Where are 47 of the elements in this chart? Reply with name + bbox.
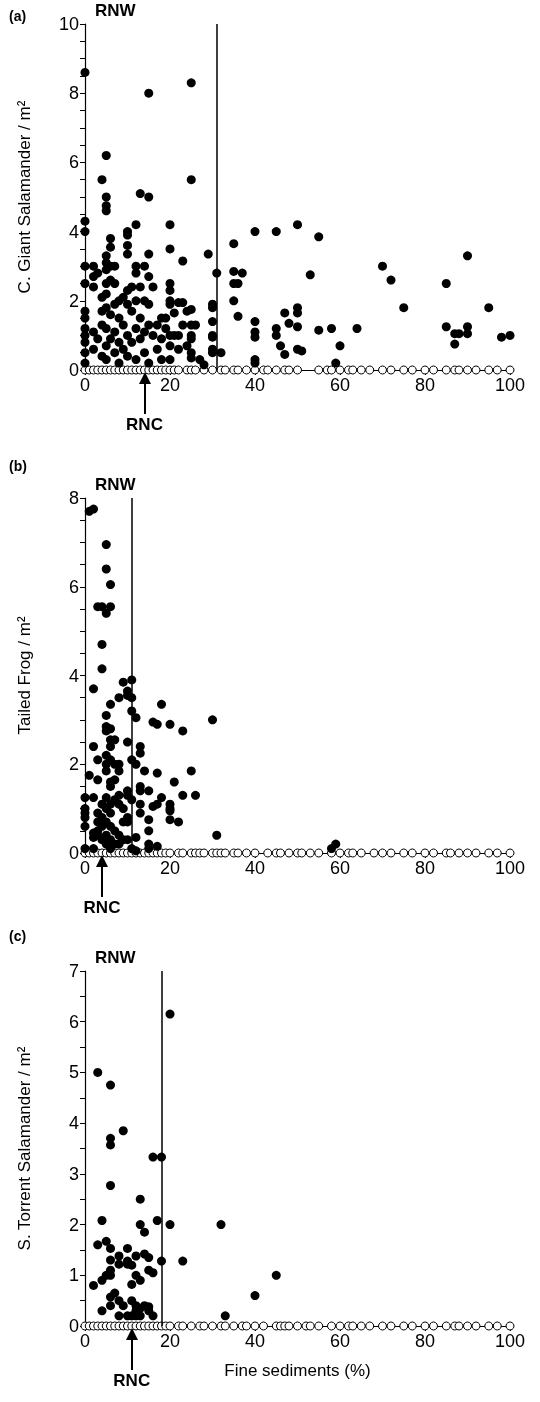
chart-title: (b) bbox=[9, 458, 27, 474]
y-tick-label: 7 bbox=[68, 961, 79, 981]
y-tick-label: 8 bbox=[68, 488, 79, 508]
y-tick-label: 1 bbox=[68, 1265, 79, 1286]
y-tick-label: 2 bbox=[68, 754, 79, 775]
y-axis-title: C. Giant Salamander / m² bbox=[15, 100, 34, 294]
x-axis-title: Fine sediments (%) bbox=[224, 1361, 371, 1380]
y-tick-label: 5 bbox=[68, 1062, 79, 1083]
annotation: RNC bbox=[113, 1371, 151, 1390]
y-tick-label: 0 bbox=[68, 843, 79, 863]
y-tick-label: 0 bbox=[68, 360, 79, 380]
ref-line-label: RNW bbox=[95, 1, 137, 20]
x-tick-label: 100 bbox=[494, 1331, 526, 1351]
y-tick-label: 10 bbox=[58, 14, 79, 34]
x-tick-label: 20 bbox=[159, 858, 181, 878]
y-tick-label: 6 bbox=[68, 576, 79, 597]
x-tick-label: 40 bbox=[244, 375, 266, 395]
x-tick-label: 20 bbox=[159, 1331, 181, 1351]
ref-line-label: RNW bbox=[95, 948, 137, 967]
y-tick-label: 0 bbox=[68, 1316, 79, 1336]
x-tick-label: 20 bbox=[159, 375, 181, 395]
y-axis-title: S. Torrent Salamander / m² bbox=[15, 1046, 34, 1251]
annotation: RNC bbox=[126, 415, 163, 434]
x-tick-label: 80 bbox=[414, 375, 436, 395]
y-tick-label: 8 bbox=[68, 83, 79, 104]
y-tick-label: 4 bbox=[68, 221, 79, 242]
chart-title: (a) bbox=[9, 8, 27, 24]
y-tick-label: 4 bbox=[68, 665, 79, 686]
y-tick-label: 6 bbox=[68, 152, 79, 173]
annotation: RNC bbox=[83, 898, 121, 917]
x-tick-label: 60 bbox=[329, 1331, 351, 1351]
x-tick-label: 100 bbox=[494, 858, 526, 878]
ref-line-label: RNW bbox=[95, 475, 137, 494]
x-tick-label: 40 bbox=[244, 1331, 266, 1351]
x-tick-label: 60 bbox=[329, 858, 351, 878]
y-tick-label: 2 bbox=[68, 290, 79, 311]
chart-title: (c) bbox=[9, 928, 27, 944]
x-tick-label: 60 bbox=[329, 375, 351, 395]
y-tick-label: 2 bbox=[68, 1214, 79, 1235]
y-tick-label: 3 bbox=[68, 1163, 79, 1184]
x-tick-label: 40 bbox=[244, 858, 266, 878]
y-tick-label: 4 bbox=[68, 1113, 79, 1134]
x-tick-label: 80 bbox=[414, 858, 436, 878]
y-tick-label: 6 bbox=[68, 1011, 79, 1032]
y-axis-title: Tailed Frog / m² bbox=[15, 616, 34, 735]
x-tick-label: 80 bbox=[414, 1331, 436, 1351]
x-tick-label: 100 bbox=[494, 375, 526, 395]
